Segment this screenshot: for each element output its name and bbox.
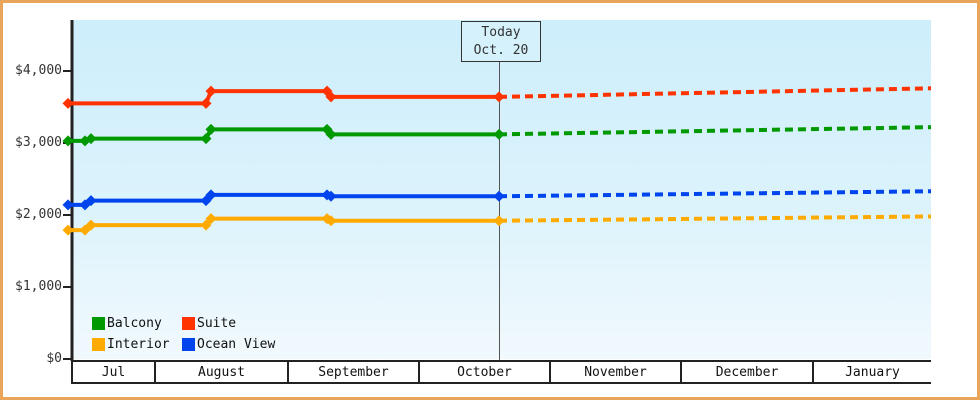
y-tick-label: $1,000: [15, 279, 62, 294]
legend-label: Balcony: [107, 316, 162, 331]
suite-color-swatch-icon: [182, 317, 195, 330]
month-cell-august: August: [154, 362, 287, 382]
legend-item-suite: Suite: [182, 316, 236, 331]
legend-label: Suite: [197, 316, 237, 331]
today-annotation-box: Today Oct. 20: [461, 21, 541, 62]
month-cell-november: November: [549, 362, 680, 382]
y-tick-label: $3,000: [15, 135, 62, 150]
month-cell-october: October: [418, 362, 549, 382]
y-tick-label: $0: [46, 351, 62, 366]
y-tick-label: $4,000: [15, 63, 62, 78]
today-label: Today: [481, 24, 521, 40]
y-tick-label: $2,000: [15, 207, 62, 222]
balcony-color-swatch-icon: [92, 317, 105, 330]
legend: Balcony Suite Interior Ocean View: [92, 313, 275, 355]
month-cell-september: September: [287, 362, 418, 382]
legend-item-ocean-view: Ocean View: [182, 337, 275, 352]
today-vertical-line: [499, 62, 500, 361]
interior-color-swatch-icon: [92, 338, 105, 351]
month-cell-december: December: [680, 362, 812, 382]
legend-item-balcony: Balcony: [92, 316, 182, 331]
ocean-view-color-swatch-icon: [182, 338, 195, 351]
x-axis-month-band: Jul August September October November De…: [71, 360, 931, 384]
plot-area-background: [71, 20, 931, 359]
today-date: Oct. 20: [473, 42, 529, 58]
legend-label: Interior: [107, 337, 170, 352]
month-cell-jul: Jul: [71, 362, 154, 382]
month-cell-january: January: [812, 362, 931, 382]
legend-item-interior: Interior: [92, 337, 182, 352]
legend-label: Ocean View: [197, 337, 276, 352]
